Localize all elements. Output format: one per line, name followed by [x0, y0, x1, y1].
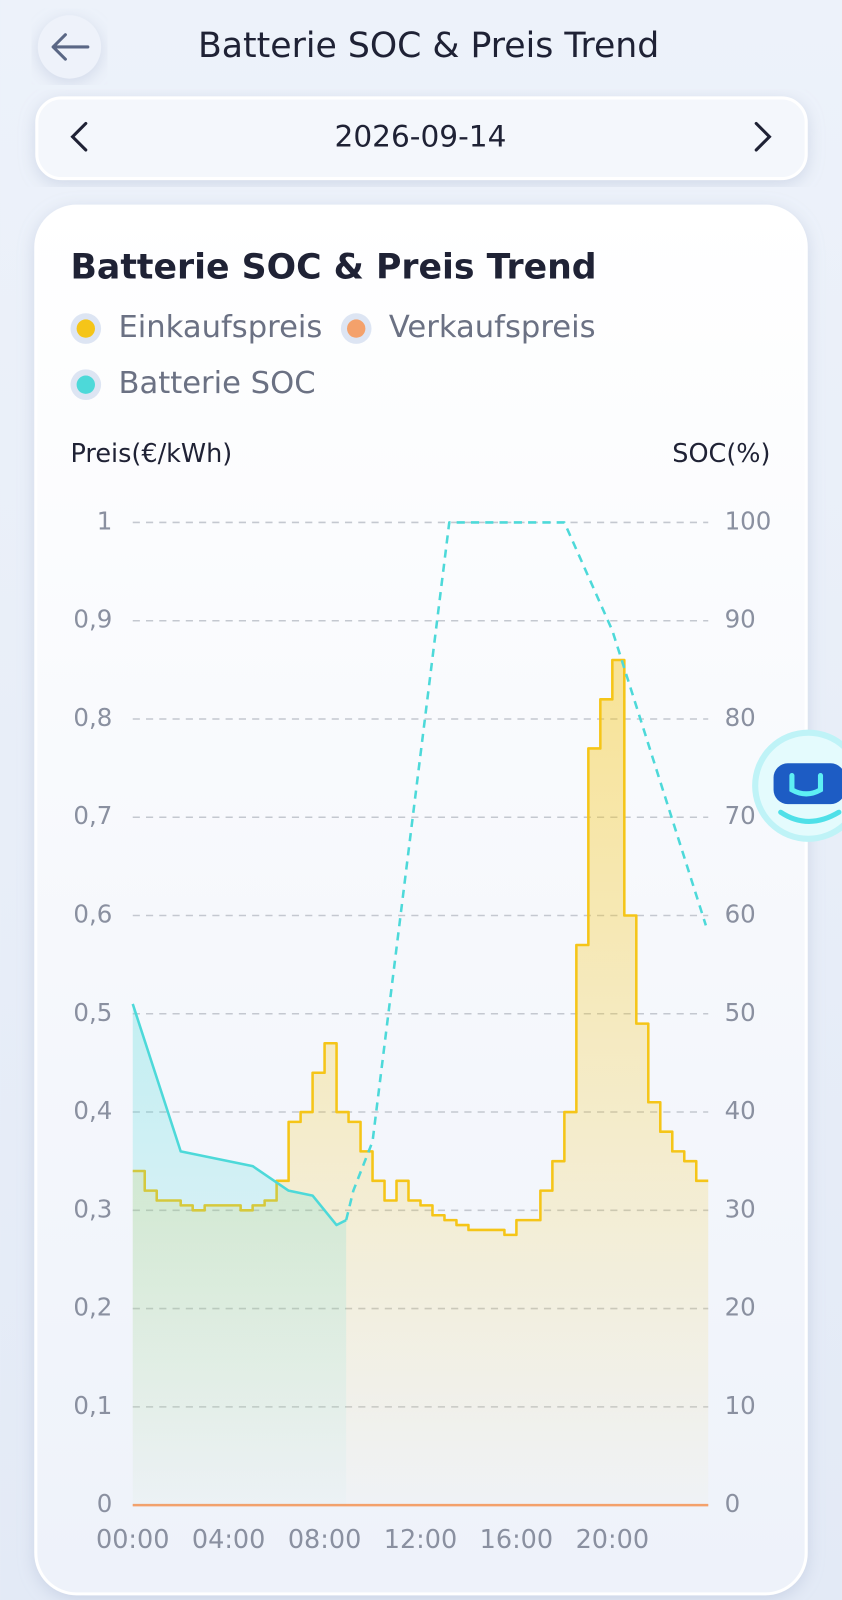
y-tick-label: 0,3: [73, 1194, 112, 1223]
date-label: 2026-09-14: [335, 119, 507, 153]
x-tick-label: 16:00: [480, 1525, 554, 1555]
series-line-forecast: [344, 521, 708, 1221]
y-tick-label: 0,6: [73, 900, 112, 929]
y-tick-label: 0: [97, 1489, 113, 1518]
plot: 00,10,20,30,40,50,60,70,80,9101020304050…: [73, 506, 771, 1554]
date-bar: [35, 96, 808, 181]
chart-title: Batterie SOC & Preis Trend: [70, 247, 596, 287]
y2-tick-label: 0: [725, 1489, 741, 1518]
series-line: [131, 1003, 347, 1227]
y2-tick-label: 70: [725, 801, 756, 830]
y2-tick-label: 100: [725, 506, 772, 535]
next-day[interactable]: [754, 121, 772, 152]
legend: Einkaufspreis Verkaufspreis Batterie SOC: [70, 310, 596, 401]
back-button[interactable]: [37, 15, 102, 79]
y-tick-label: 0,4: [73, 1096, 112, 1125]
y-tick-label: 0,8: [73, 703, 112, 732]
x-tick-label: 08:00: [288, 1525, 362, 1555]
legend-dot: [76, 319, 95, 338]
y2-tick-label: 30: [725, 1194, 756, 1223]
y2-tick-label: 20: [725, 1293, 756, 1322]
y-tick-label: 1: [97, 506, 113, 535]
legend-dot: [76, 375, 95, 394]
legend-label: Verkaufspreis: [389, 310, 596, 345]
y-tick-label: 0,7: [73, 801, 112, 830]
series-area: [132, 1003, 347, 1506]
legend-label: Einkaufspreis: [118, 310, 322, 345]
y-axis-label: Preis(€/kWh): [70, 439, 232, 469]
back-arrow[interactable]: [51, 33, 90, 61]
y2-axis-label: SOC(%): [672, 439, 770, 469]
x-tick-label: 00:00: [96, 1525, 170, 1555]
assistant-button[interactable]: [752, 729, 842, 842]
y2-tick-label: 50: [725, 998, 756, 1027]
prev-day[interactable]: [70, 121, 88, 152]
legend-label: Batterie SOC: [118, 366, 315, 401]
y-tick-label: 0,9: [73, 605, 112, 634]
y2-tick-label: 60: [725, 900, 756, 929]
y2-tick-label: 10: [725, 1391, 756, 1420]
y-tick-label: 0,1: [73, 1391, 112, 1420]
x-tick-label: 20:00: [576, 1525, 650, 1555]
assistant-smile[interactable]: [778, 809, 842, 824]
legend-dot: [347, 319, 366, 338]
x-tick-label: 04:00: [192, 1525, 266, 1555]
y-tick-label: 0,5: [73, 998, 112, 1027]
y2-tick-label: 90: [725, 605, 756, 634]
assistant-eyes[interactable]: [789, 772, 824, 797]
y2-tick-label: 80: [725, 703, 756, 732]
assistant-face[interactable]: [773, 763, 842, 805]
page-title: Batterie SOC & Preis Trend: [198, 26, 659, 66]
y2-tick-label: 40: [725, 1096, 756, 1125]
y-tick-label: 0,2: [73, 1293, 112, 1322]
x-tick-label: 12:00: [384, 1525, 458, 1555]
